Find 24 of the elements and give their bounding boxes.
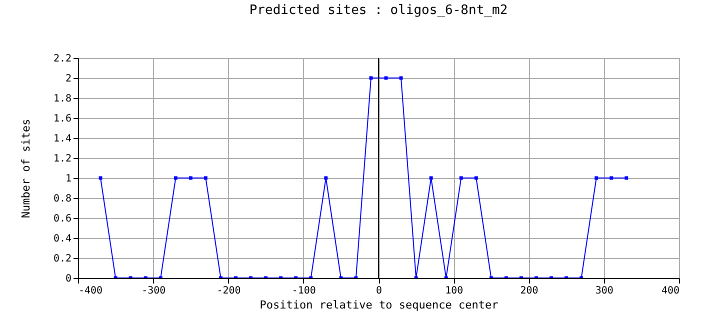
y-tick-label: 1.2: [53, 154, 72, 164]
x-axis-title: Position relative to sequence center: [260, 298, 499, 312]
x-tick-label: 400: [661, 286, 680, 296]
y-tick-label: 0.6: [53, 214, 72, 224]
y-axis-title: Number of sites: [19, 118, 32, 218]
y-tick-label: 2.2: [53, 54, 72, 64]
x-tick-label: 200: [520, 286, 538, 296]
y-tick-label: 1.6: [53, 114, 72, 124]
x-tick-label: 300: [595, 286, 614, 296]
y-tick-label: 1: [65, 174, 72, 184]
x-tick-label: -400: [78, 286, 103, 296]
x-tick-label: -100: [292, 286, 316, 296]
x-tick-label: -200: [216, 286, 241, 296]
chart-title: Predicted sites : oligos_6-8nt_m2: [249, 3, 508, 18]
y-tick-label: 0.2: [53, 254, 72, 264]
x-tick-label: 0: [376, 286, 382, 296]
y-tick-label: 1.8: [53, 94, 72, 104]
y-tick-label: 0: [65, 274, 72, 284]
x-tick-label: 100: [445, 286, 464, 296]
y-tick-label: 1.4: [53, 134, 72, 144]
x-tick-label: -300: [142, 286, 166, 296]
y-tick-label: 2: [65, 74, 72, 84]
y-tick-label: 0.8: [53, 194, 72, 204]
y-tick-label: 0.4: [53, 234, 72, 244]
